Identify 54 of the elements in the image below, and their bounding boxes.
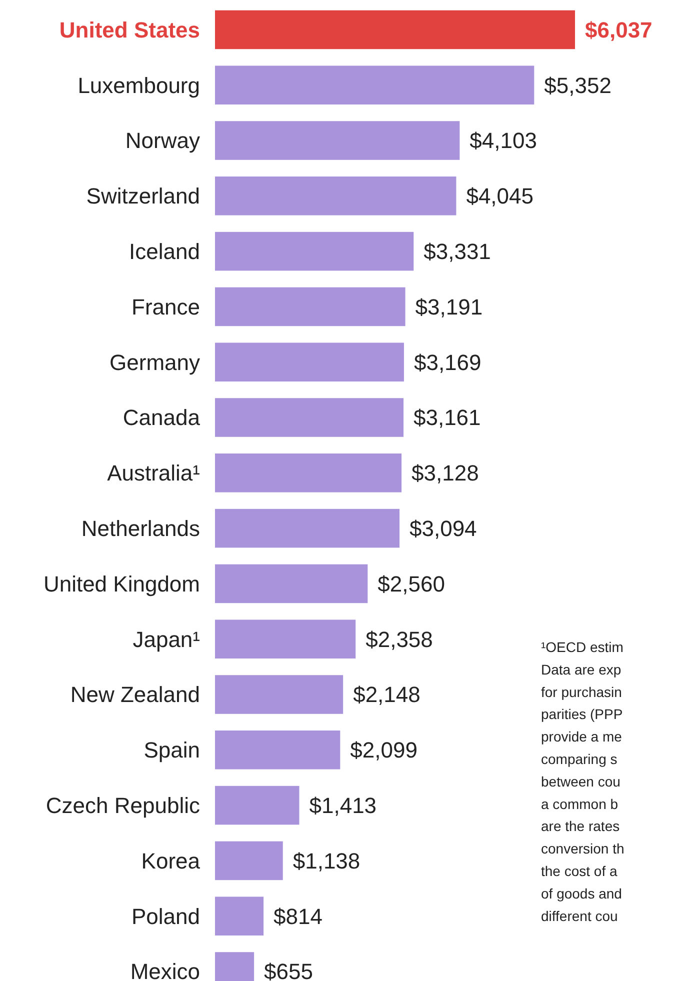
data-label: $1,138 bbox=[292, 848, 360, 874]
text: ¹OECD estim Data are exp for purchasin parities (PPP provide a me comparing s between cou a common b are the rates conversion th the cost of a of goods and different cou bbox=[541, 639, 624, 924]
data-label: $3,094 bbox=[410, 516, 477, 541]
y-tick-label: Netherlands bbox=[81, 516, 200, 541]
bar bbox=[215, 896, 264, 936]
y-tick-label: Luxembourg bbox=[78, 72, 200, 98]
y-tick-label: Poland bbox=[131, 904, 200, 929]
data-label: $6,037 bbox=[585, 17, 652, 42]
data-label: $5,352 bbox=[544, 72, 612, 98]
data-label: $655 bbox=[264, 959, 314, 981]
y-tick-label: Australia¹ bbox=[107, 460, 200, 486]
bar bbox=[215, 454, 402, 492]
bar bbox=[215, 66, 534, 104]
y-tick-label: France bbox=[132, 294, 200, 320]
data-label: $3,169 bbox=[414, 350, 482, 375]
data-label: $3,331 bbox=[424, 239, 491, 264]
data-label: $4,103 bbox=[470, 128, 537, 154]
data-label: $2,099 bbox=[350, 738, 418, 763]
y-tick-label: United Kingdom bbox=[43, 571, 200, 596]
y-tick-label: Spain bbox=[144, 738, 200, 763]
bar bbox=[215, 841, 283, 880]
y-tick-label: Japan¹ bbox=[132, 626, 200, 652]
y-tick-label: New Zealand bbox=[70, 682, 200, 708]
data-label: $3,161 bbox=[414, 405, 481, 430]
y-tick-label: Norway bbox=[125, 128, 200, 154]
y-tick-label: Korea bbox=[141, 848, 201, 874]
bar bbox=[215, 287, 406, 326]
data-label: $3,128 bbox=[412, 460, 479, 486]
data-label: $3,191 bbox=[415, 294, 483, 320]
bar bbox=[215, 508, 400, 548]
bar bbox=[215, 564, 368, 604]
y-tick-label: Mexico bbox=[130, 959, 200, 981]
bar bbox=[215, 675, 344, 714]
bar bbox=[215, 786, 300, 825]
bar bbox=[215, 176, 456, 216]
data-label: $814 bbox=[274, 904, 322, 929]
data-label: $2,358 bbox=[366, 626, 433, 652]
y-tick-label: Iceland bbox=[129, 239, 200, 264]
data-label: $4,045 bbox=[466, 184, 534, 209]
bar bbox=[215, 232, 414, 271]
y-tick-label: Switzerland bbox=[86, 184, 200, 209]
y-tick-label: Canada bbox=[122, 405, 201, 430]
bar bbox=[215, 10, 575, 50]
data-label: $2,560 bbox=[378, 571, 445, 596]
data-label: $1,413 bbox=[309, 793, 377, 818]
y-tick-label: Germany bbox=[110, 350, 200, 375]
y-tick-label: Czech Republic bbox=[46, 793, 200, 818]
bar bbox=[215, 398, 404, 437]
bar bbox=[215, 730, 340, 770]
bar bbox=[215, 620, 356, 658]
bar bbox=[215, 342, 404, 382]
bar bbox=[215, 121, 460, 160]
y-tick-label: United States bbox=[59, 17, 200, 42]
data-label: $2,148 bbox=[353, 682, 420, 708]
